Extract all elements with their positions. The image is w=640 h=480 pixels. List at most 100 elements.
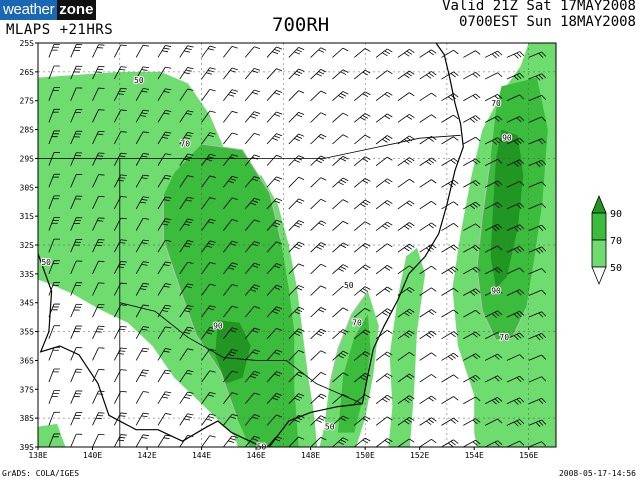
wind-barb-feather — [342, 47, 349, 52]
wind-barb-feather — [541, 441, 547, 447]
wind-barb-feather — [491, 399, 497, 405]
wind-barb-feather — [342, 264, 349, 268]
wind-barb-feather — [516, 225, 522, 231]
wind-barb-feather — [163, 307, 170, 310]
wind-barb-feather — [364, 372, 371, 377]
wind-barb-feather — [187, 110, 194, 113]
wind-barb-feather — [404, 312, 410, 317]
wind-barb — [92, 239, 105, 253]
wind-barb — [179, 370, 194, 383]
wind-barb-staff — [375, 48, 388, 58]
wind-barb-feather — [541, 354, 547, 360]
wind-barb-staff — [135, 174, 144, 188]
wind-barb — [92, 369, 105, 383]
wind-barb-feather — [142, 153, 150, 155]
wind-barb-staff — [244, 154, 255, 166]
wind-barb-staff — [419, 244, 432, 253]
wind-barb-feather — [120, 131, 127, 133]
wind-barb-feather — [252, 178, 259, 182]
wind-barb — [375, 243, 393, 253]
wind-barb — [397, 49, 415, 58]
wind-barb — [135, 239, 150, 253]
wind-barb-feather — [453, 136, 459, 141]
wind-barb-feather — [320, 328, 327, 333]
wind-barb — [441, 439, 459, 447]
wind-barb-staff — [92, 217, 99, 231]
wind-barb-feather — [298, 350, 305, 354]
wind-barb-staff — [332, 437, 344, 447]
wind-barb-feather — [340, 93, 347, 97]
wind-barb-staff — [310, 350, 322, 361]
wind-barb-feather — [472, 354, 478, 360]
wind-barb-feather — [229, 264, 236, 268]
wind-barb-staff — [375, 70, 388, 80]
wind-barb-staff — [506, 94, 520, 102]
wind-barb-feather — [252, 373, 259, 377]
wind-barb-staff — [266, 176, 277, 188]
wind-barb — [157, 110, 172, 123]
wind-barb — [244, 284, 261, 296]
wind-barb-feather — [185, 394, 192, 397]
wind-barb — [92, 44, 105, 58]
wind-barb-feather — [428, 310, 434, 315]
wind-barb-feather — [187, 283, 194, 286]
wind-barb — [397, 178, 415, 188]
wind-barb-feather — [142, 434, 150, 437]
wind-barb-feather — [513, 140, 519, 146]
wind-barb-feather — [294, 159, 300, 163]
wind-barb-staff — [113, 153, 122, 166]
wind-barb-feather — [494, 52, 500, 57]
wind-barb-feather — [386, 113, 393, 118]
wind-barb-staff — [266, 306, 277, 318]
wind-barb-staff — [92, 304, 99, 318]
wind-barb — [375, 351, 393, 361]
lon-label: 148E — [301, 451, 320, 460]
wind-barb-feather — [406, 245, 413, 250]
wind-barb-staff — [70, 174, 77, 188]
wind-barb — [201, 370, 216, 383]
wind-barb-staff — [441, 396, 454, 405]
wind-barb — [157, 196, 172, 210]
wind-barb-feather — [447, 356, 454, 361]
wind-barb — [70, 87, 83, 101]
wind-barb-staff — [179, 348, 188, 361]
wind-barb-feather — [386, 48, 393, 53]
wind-barb-feather — [316, 73, 322, 77]
wind-barb-staff — [375, 221, 388, 231]
wind-barb-feather — [141, 112, 148, 115]
wind-barb-feather — [139, 201, 147, 204]
wind-barb — [506, 419, 525, 427]
wind-barb-feather — [519, 181, 525, 186]
wind-barb-feather — [120, 261, 127, 263]
wind-barb — [179, 283, 194, 296]
wind-barb-feather — [185, 69, 192, 72]
wind-barb — [201, 348, 216, 361]
wind-barb-feather — [184, 396, 191, 399]
wind-barb — [353, 113, 371, 123]
wind-barb-feather — [187, 434, 194, 438]
wind-barb-feather — [298, 220, 305, 224]
wind-barb — [244, 176, 261, 188]
wind-barb-feather — [538, 247, 544, 253]
wind-barb-staff — [266, 133, 277, 145]
wind-barb-staff — [288, 436, 299, 447]
wind-barb-feather — [426, 420, 432, 425]
wind-barb — [528, 138, 547, 145]
wind-barb-feather — [453, 266, 459, 271]
wind-barb-feather — [342, 437, 349, 441]
wind-barb-staff — [375, 200, 388, 210]
wind-barb-feather — [450, 246, 456, 251]
wind-barb-feather — [229, 329, 236, 333]
wind-barb — [113, 152, 127, 166]
wind-barb — [463, 115, 481, 123]
wind-barb-feather — [384, 440, 391, 444]
wind-barb-staff — [375, 416, 388, 426]
wind-barb — [441, 396, 459, 405]
wind-barb-feather — [494, 311, 500, 317]
wind-barb-staff — [266, 263, 277, 275]
wind-barb-feather — [274, 200, 281, 204]
wind-barb-feather — [296, 395, 303, 399]
wind-barb-feather — [406, 375, 413, 380]
wind-barb — [310, 90, 327, 102]
wind-barb — [92, 109, 105, 123]
